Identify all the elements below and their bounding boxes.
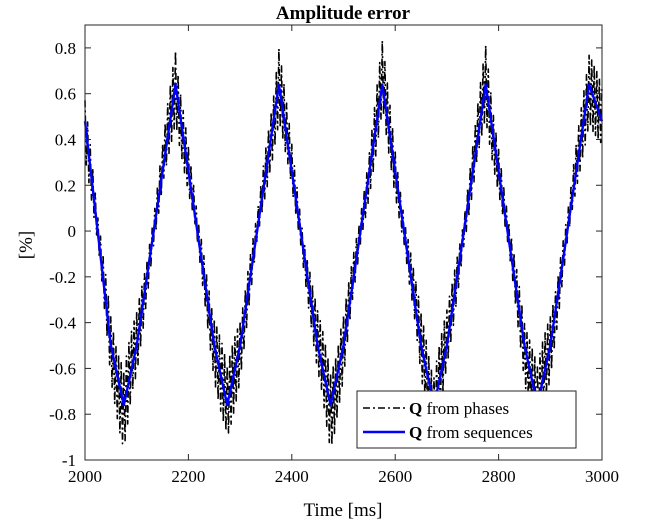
series-layer [83,40,604,448]
legend-label: Q from phases [409,399,509,418]
chart-title: Amplitude error [276,3,411,24]
y-tick-label: -0.4 [49,314,76,333]
x-tick-label: 2000 [68,467,102,486]
y-tick-label: 0.8 [55,39,76,58]
x-tick-label: 2600 [378,467,412,486]
y-tick-label: -0.6 [49,359,76,378]
y-tick-label: 0.6 [55,85,76,104]
x-tick-label: 3000 [585,467,619,486]
legend-box [356,390,577,449]
y-tick-label: 0 [68,222,77,241]
x-tick-label: 2400 [275,467,309,486]
y-tick-label: -0.8 [49,405,76,424]
y-tick-label: -1 [62,451,76,470]
x-tick-label: 2200 [171,467,205,486]
series-line-2 [83,83,604,407]
y-tick-label: -0.2 [49,268,76,287]
y-tick-label: 0.2 [55,176,76,195]
axes-box [84,24,603,461]
legend-label: Q from sequences [409,423,533,442]
legend: Q from phases Q from sequences [356,390,577,449]
axes-layer: 2000 2200 2400 2600 2800 3000 -1 -0.8 -0.6 -0.4 -0… [49,24,619,486]
y-axis-label: [%] [16,231,37,259]
x-axis-label: Time [ms] [303,500,382,521]
y-tick-label: 0.4 [55,130,77,149]
x-tick-label: 2800 [482,467,516,486]
